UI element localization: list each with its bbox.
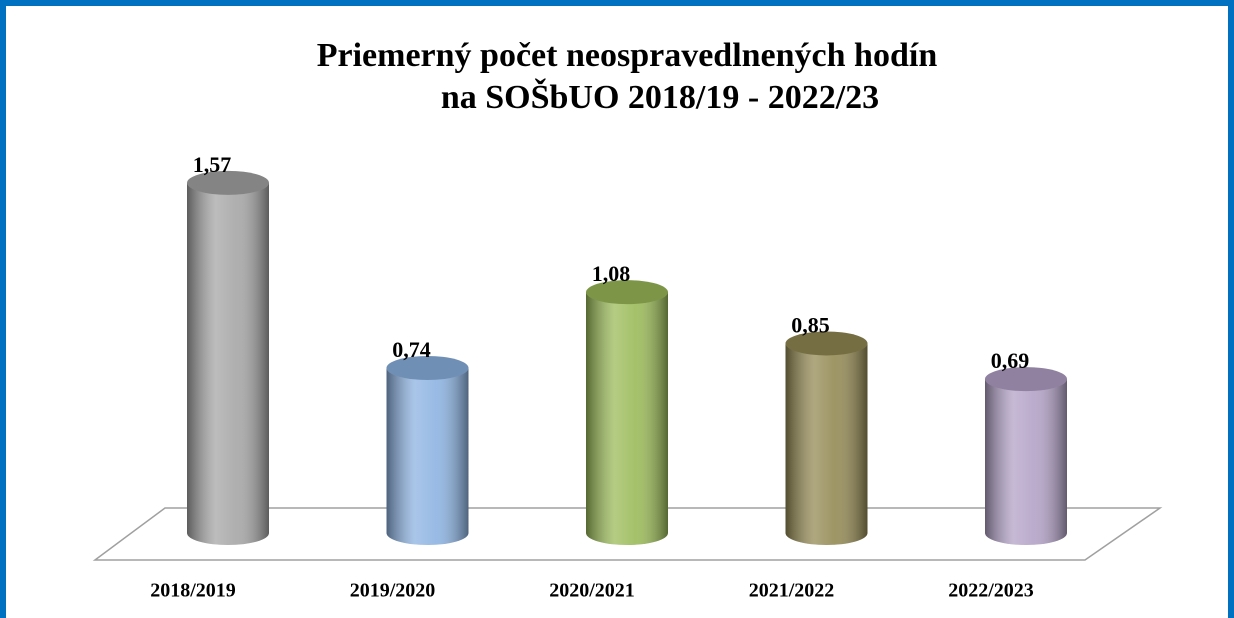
data-label: 1,57 bbox=[193, 152, 232, 177]
cylinder-top-shade bbox=[386, 355, 469, 380]
cylinder-top bbox=[985, 367, 1067, 392]
data-label: 1,08 bbox=[592, 261, 631, 286]
data-label: 0,69 bbox=[991, 348, 1030, 373]
cylinder-shade bbox=[586, 292, 668, 545]
x-tick-label: 2018/2019 bbox=[150, 580, 236, 602]
cylinder-top bbox=[785, 331, 868, 356]
cylinder-shade bbox=[187, 182, 269, 545]
cylinder-top-shade bbox=[985, 367, 1067, 392]
x-tick-label: 2020/2021 bbox=[549, 580, 635, 602]
data-label: 0,85 bbox=[791, 312, 830, 337]
cylinder-top bbox=[187, 170, 269, 195]
cylinder-shade bbox=[785, 343, 868, 545]
chart-title: na SOŠbUO 2018/19 - 2022/23 bbox=[441, 78, 879, 116]
chart-title: Priemerný počet neospravedlnených hodín bbox=[317, 37, 938, 74]
cylinder-top bbox=[586, 280, 668, 305]
cylinder-shade bbox=[386, 367, 469, 545]
cylinder-top-shade bbox=[785, 331, 868, 356]
x-tick-label: 2022/2023 bbox=[948, 580, 1034, 602]
data-label: 0,74 bbox=[392, 337, 431, 362]
cylinder-shade bbox=[985, 379, 1067, 545]
x-tick-label: 2019/2020 bbox=[350, 580, 436, 602]
x-tick-label: 2021/2022 bbox=[749, 580, 835, 602]
cylinder-top bbox=[386, 355, 469, 380]
cylinder-top-shade bbox=[187, 170, 269, 195]
cylinder-top-shade bbox=[586, 280, 668, 305]
